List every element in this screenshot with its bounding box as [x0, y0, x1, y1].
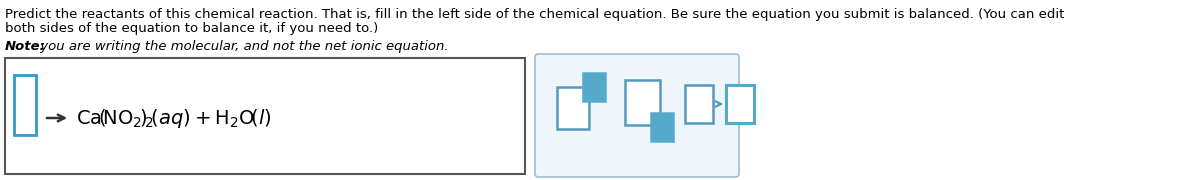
FancyBboxPatch shape — [535, 54, 739, 177]
Bar — [583, 73, 605, 101]
Bar — [625, 80, 660, 125]
Text: you are writing the molecular, and not the net ionic equation.: you are writing the molecular, and not t… — [36, 40, 449, 53]
Text: both sides of the equation to balance it, if you need to.): both sides of the equation to balance it… — [5, 22, 378, 35]
Text: Predict the reactants of this chemical reaction. That is, fill in the left side : Predict the reactants of this chemical r… — [5, 8, 1064, 21]
Bar — [5, 58, 526, 174]
Text: $\mathrm{Ca\!\left(\!NO_2\!\right)_{\!2}\!\left(\mathit{aq}\right) + H_2O\!\left: $\mathrm{Ca\!\left(\!NO_2\!\right)_{\!2}… — [76, 107, 271, 129]
Bar — [685, 85, 713, 123]
Bar — [726, 85, 754, 123]
Bar — [650, 113, 673, 141]
Text: Note:: Note: — [5, 40, 46, 53]
Bar — [557, 87, 589, 129]
Bar — [14, 75, 36, 135]
